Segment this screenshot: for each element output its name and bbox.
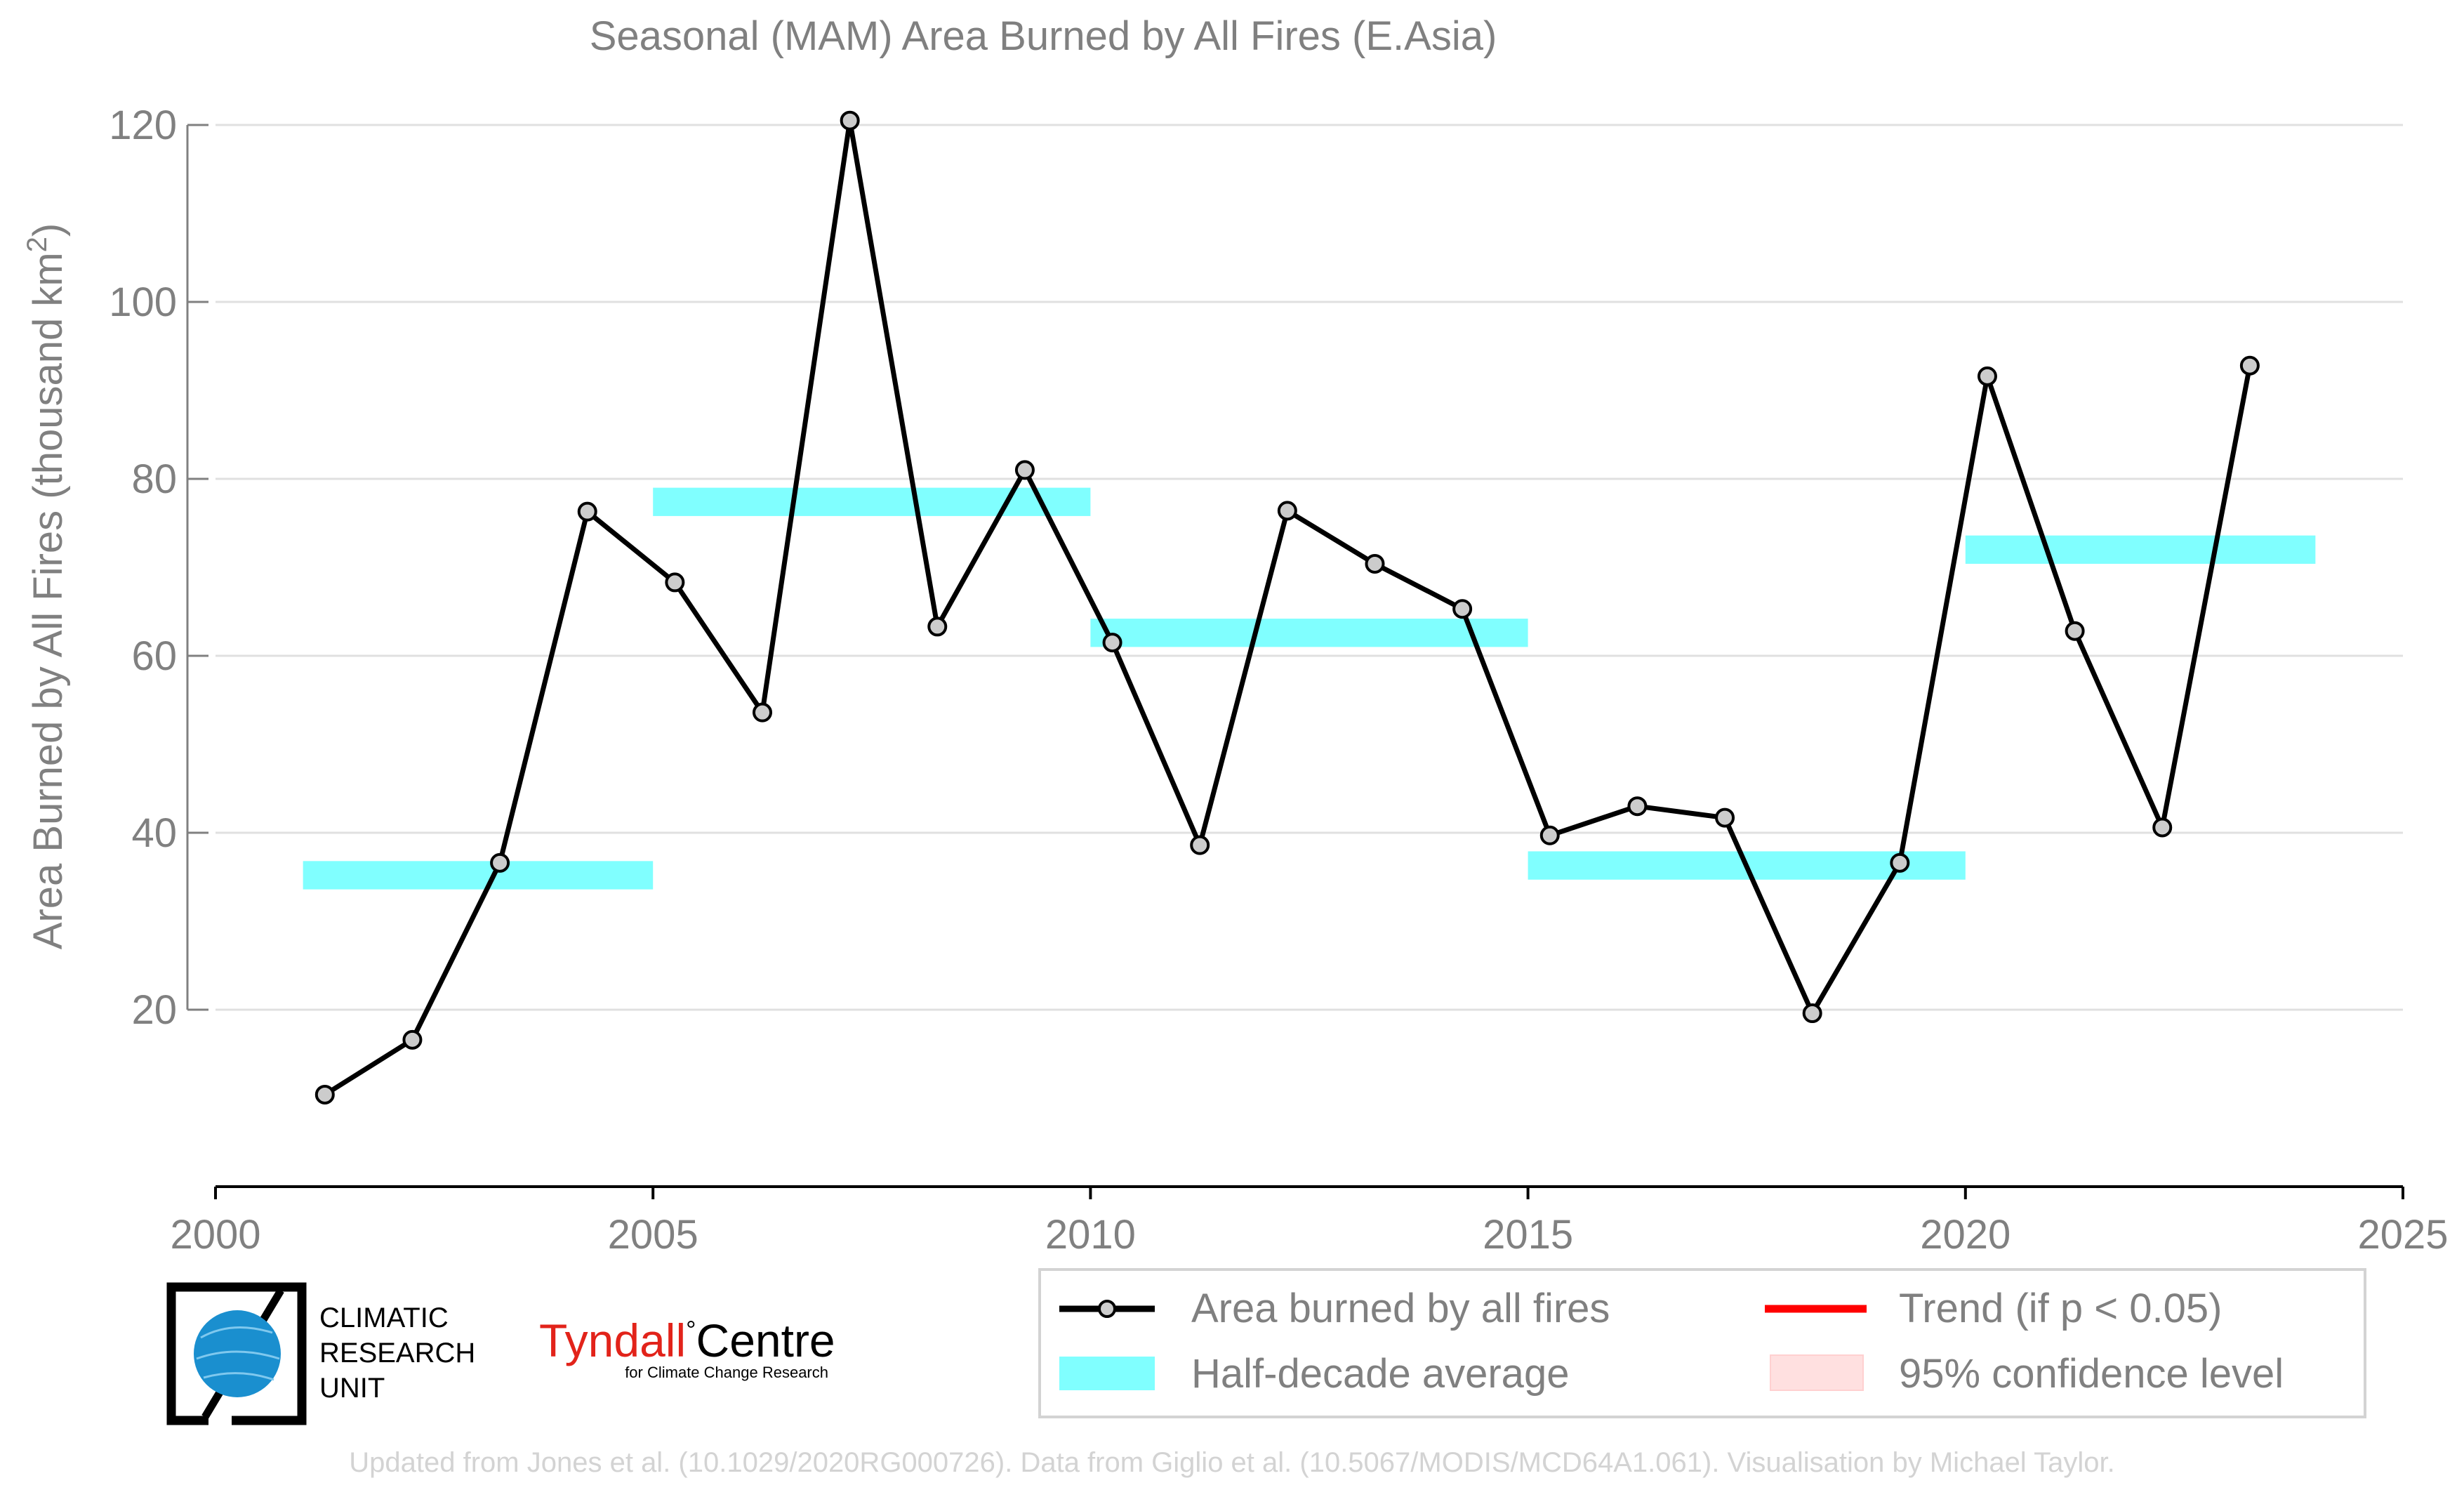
tyndall-centre-logo: Tyndall°Centre for Climate Change Resear… <box>539 1314 835 1381</box>
data-point-2003 <box>490 852 510 873</box>
data-point-2001 <box>314 1084 335 1104</box>
x-tick-label-2000: 2000 <box>170 1212 260 1258</box>
y-tick-label-100: 100 <box>109 279 177 325</box>
half-decade-averages <box>303 487 2316 890</box>
data-point-2021 <box>2065 621 2085 641</box>
data-point-2010 <box>1102 633 1122 653</box>
tyndall-name: Tyndall <box>539 1314 686 1366</box>
legend-average-swatch <box>1059 1357 1155 1390</box>
cru-text-line1: CLIMATIC <box>319 1303 449 1333</box>
x-axis: 2000 2005 2010 2015 2020 2025 <box>170 1185 2449 1258</box>
legend-box <box>1038 1268 2366 1418</box>
data-point-2004 <box>577 501 597 522</box>
data-point-2009 <box>1014 460 1035 480</box>
y-tick-label-120: 120 <box>109 103 177 148</box>
series-line <box>323 118 2253 1097</box>
legend-confidence-swatch <box>1770 1354 1864 1391</box>
data-point-2008 <box>927 616 948 637</box>
cru-text-line3: UNIT <box>319 1373 385 1404</box>
y-axis-label-close: ) <box>25 223 71 237</box>
legend-trend-label: Trend (if p < 0.05) <box>1899 1286 2222 1331</box>
tyndall-subtitle: for Climate Change Research <box>625 1364 828 1381</box>
y-tick-label-20: 20 <box>131 987 177 1033</box>
legend-series-marker-icon <box>1098 1300 1116 1318</box>
data-point-2016 <box>1627 796 1648 817</box>
legend: Area burned by all fires Half-decade ave… <box>1038 1268 2366 1418</box>
chart-title: Seasonal (MAM) Area Burned by All Fires … <box>590 13 1497 59</box>
x-tick-label-2010: 2010 <box>1045 1212 1136 1258</box>
grid-lines <box>216 124 2403 1011</box>
x-tick-label-2005: 2005 <box>608 1212 698 1258</box>
y-tick-label-60: 60 <box>131 633 177 679</box>
x-tick-label-2025: 2025 <box>2357 1212 2448 1258</box>
footer-credit: Updated from Jones et al. (10.1029/2020R… <box>349 1447 2114 1478</box>
data-point-2005 <box>665 572 685 593</box>
half-decade-average-bar-3 <box>1090 619 1528 647</box>
cru-text-line2: RESEARCH <box>319 1338 475 1369</box>
data-point-2014 <box>1452 599 1473 619</box>
y-tick-label-40: 40 <box>131 810 177 856</box>
data-point-2023 <box>2239 355 2260 376</box>
half-decade-average-bar-2 <box>653 487 1091 516</box>
legend-average-label: Half-decade average <box>1191 1351 1569 1397</box>
data-point-2013 <box>1365 553 1385 574</box>
legend-series-label: Area burned by all fires <box>1191 1286 1610 1331</box>
data-point-2006 <box>753 702 772 723</box>
y-axis-label-main: Area Burned by All Fires (thousand km <box>25 252 71 949</box>
series-area-burned <box>314 110 2260 1104</box>
cru-bracket-left <box>166 1282 302 1425</box>
data-point-2020 <box>1977 366 1997 386</box>
tyndall-degree: ° <box>686 1315 696 1344</box>
y-tick-labels: 20 40 60 80 100 120 <box>109 103 208 1033</box>
y-axis-label-superscript: 2 <box>22 237 53 252</box>
data-point-2015 <box>1539 825 1560 845</box>
cru-globe-icon <box>194 1310 281 1397</box>
tyndall-centre: Centre <box>696 1314 835 1366</box>
data-point-2007 <box>840 110 860 131</box>
cru-bracket-right <box>232 1282 307 1425</box>
data-point-2017 <box>1715 807 1735 828</box>
data-point-2011 <box>1190 835 1210 855</box>
x-tick-label-2015: 2015 <box>1483 1212 1573 1258</box>
data-point-2002 <box>402 1029 423 1050</box>
data-point-2018 <box>1802 1003 1822 1024</box>
tyndall-wordmark: Tyndall°Centre <box>539 1314 835 1366</box>
x-tick-label-2020: 2020 <box>1920 1212 2011 1258</box>
legend-confidence-label: 95% confidence level <box>1899 1351 2284 1397</box>
y-axis-label: Area Burned by All Fires (thousand km2) <box>22 223 71 950</box>
data-point-2022 <box>2152 817 2173 838</box>
half-decade-average-bar-1 <box>303 861 654 890</box>
cru-logo: CLIMATIC RESEARCH UNIT <box>166 1282 475 1425</box>
half-decade-average-bar-5 <box>1965 535 2316 564</box>
y-tick-label-80: 80 <box>131 456 177 502</box>
cru-globe-lines <box>196 1326 280 1381</box>
data-point-2019 <box>1890 852 1910 873</box>
data-point-2012 <box>1277 501 1297 521</box>
